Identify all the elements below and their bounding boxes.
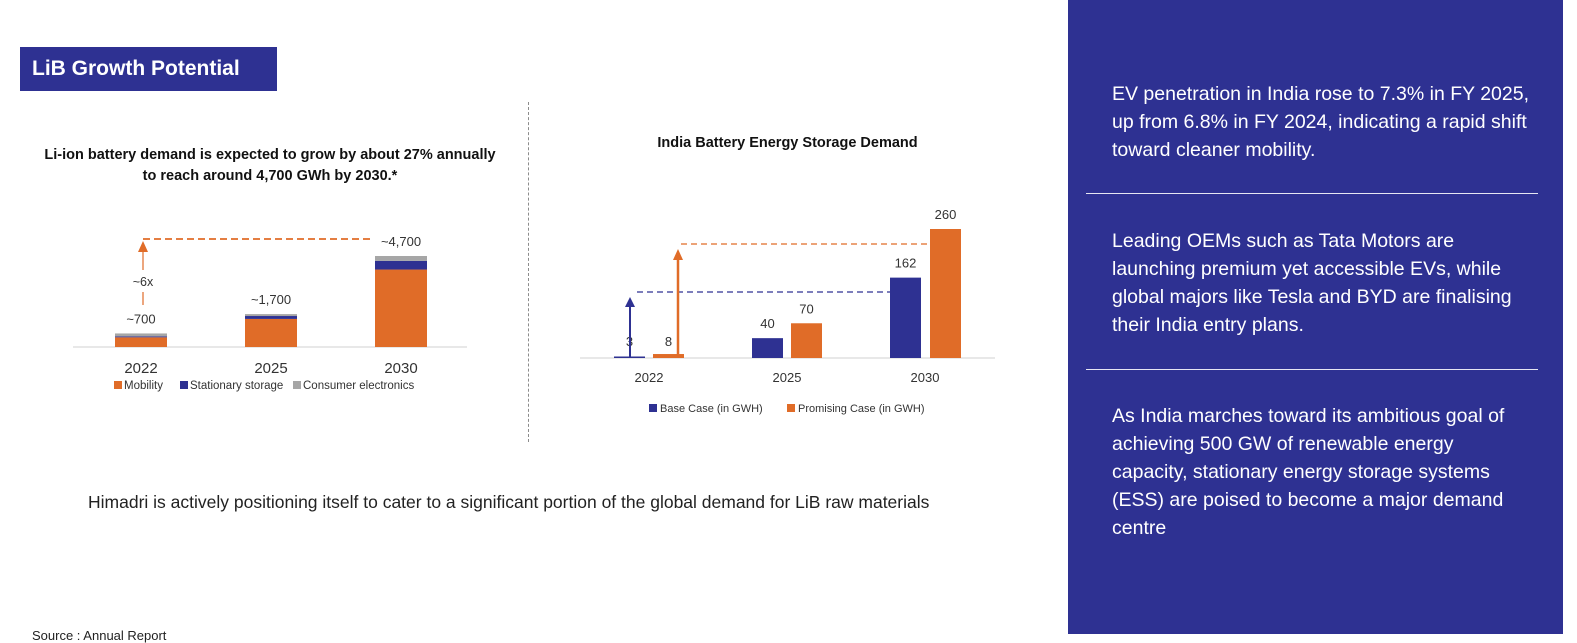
base-growth-arrow-head <box>625 297 635 307</box>
total-label-2022: ~700 <box>126 311 155 326</box>
legend-label-base-case: Base Case (in GWH) <box>660 403 763 415</box>
bar-base-case-2022 <box>614 356 645 358</box>
legend-label-stationary-storage: Stationary storage <box>190 380 283 392</box>
growth-arrow-head <box>138 241 148 252</box>
bar-promising-case-2030 <box>930 229 961 358</box>
page-title: LiB Growth Potential <box>20 47 277 91</box>
legend-label-promising-case: Promising Case (in GWH) <box>798 403 925 415</box>
legend-label-mobility: Mobility <box>124 380 163 392</box>
bar-promising-case-2022 <box>653 354 684 358</box>
legend-label-consumer-electronics: Consumer electronics <box>303 380 414 392</box>
value-label-base-2030: 162 <box>895 256 917 271</box>
himadri-note: Himadri is actively positioning itself t… <box>88 492 930 512</box>
source-note: Source : Annual Report <box>32 628 167 643</box>
value-label-promising-2025: 70 <box>799 301 813 316</box>
legend-swatch-base-case <box>649 404 657 412</box>
bar-segment-mobility-2030 <box>375 269 427 347</box>
insight-ess: As India marches toward its ambitious go… <box>1112 405 1505 539</box>
total-label-2030: ~4,700 <box>381 234 421 249</box>
bar-segment-consumer-electronics-2025 <box>245 314 297 317</box>
chart2-title: India Battery Energy Storage Demand <box>657 135 918 151</box>
x-tick-label-2025: 2025 <box>773 370 802 385</box>
insight-oems: Leading OEMs such as Tata Motors are lau… <box>1112 230 1512 336</box>
chart1-title: Li-ion battery demand is expected to gro… <box>44 147 496 184</box>
x-tick-label-2025: 2025 <box>254 360 287 377</box>
section-divider <box>528 102 529 442</box>
promising-growth-arrow-head <box>673 249 683 260</box>
bar-segment-consumer-electronics-2022 <box>115 333 167 337</box>
insight-ev-penetration: EV penetration in India rose to 7.3% in … <box>1112 83 1529 161</box>
bar-promising-case-2025 <box>791 323 822 358</box>
value-label-base-2025: 40 <box>760 316 774 331</box>
bar-segment-stationary-storage-2025 <box>245 316 297 319</box>
bar-base-case-2030 <box>890 277 921 358</box>
legend-swatch-mobility <box>114 381 122 389</box>
bar-segment-consumer-electronics-2030 <box>375 256 427 261</box>
li-ion-demand-chart: ~700 2022 ~1,700 2025 ~4,700 2030 ~6x Mobility S… <box>73 234 467 392</box>
bar-segment-mobility-2022 <box>115 337 167 347</box>
legend-swatch-stationary-storage <box>180 381 188 389</box>
bar-segment-stationary-storage-2030 <box>375 260 427 270</box>
insight-separator <box>1086 369 1538 370</box>
bar-segment-stationary-storage-2022 <box>115 336 167 338</box>
x-tick-label-2022: 2022 <box>124 360 157 377</box>
value-label-promising-2030: 260 <box>935 207 957 222</box>
x-tick-label-2022: 2022 <box>635 370 664 385</box>
insight-separator <box>1086 193 1538 194</box>
insights-panel: EV penetration in India rose to 7.3% in … <box>1068 0 1563 634</box>
total-label-2025: ~1,700 <box>251 292 291 307</box>
legend-swatch-consumer-electronics <box>293 381 301 389</box>
india-storage-demand-chart: 382022407020251622602030Base Case (in GW… <box>580 207 995 415</box>
bar-base-case-2025 <box>752 338 783 358</box>
x-tick-label-2030: 2030 <box>384 360 417 377</box>
value-label-promising-2022: 8 <box>665 334 672 349</box>
bar-segment-mobility-2025 <box>245 318 297 347</box>
growth-multiplier-label: ~6x <box>133 275 154 289</box>
x-tick-label-2030: 2030 <box>911 370 940 385</box>
legend-swatch-promising-case <box>787 404 795 412</box>
